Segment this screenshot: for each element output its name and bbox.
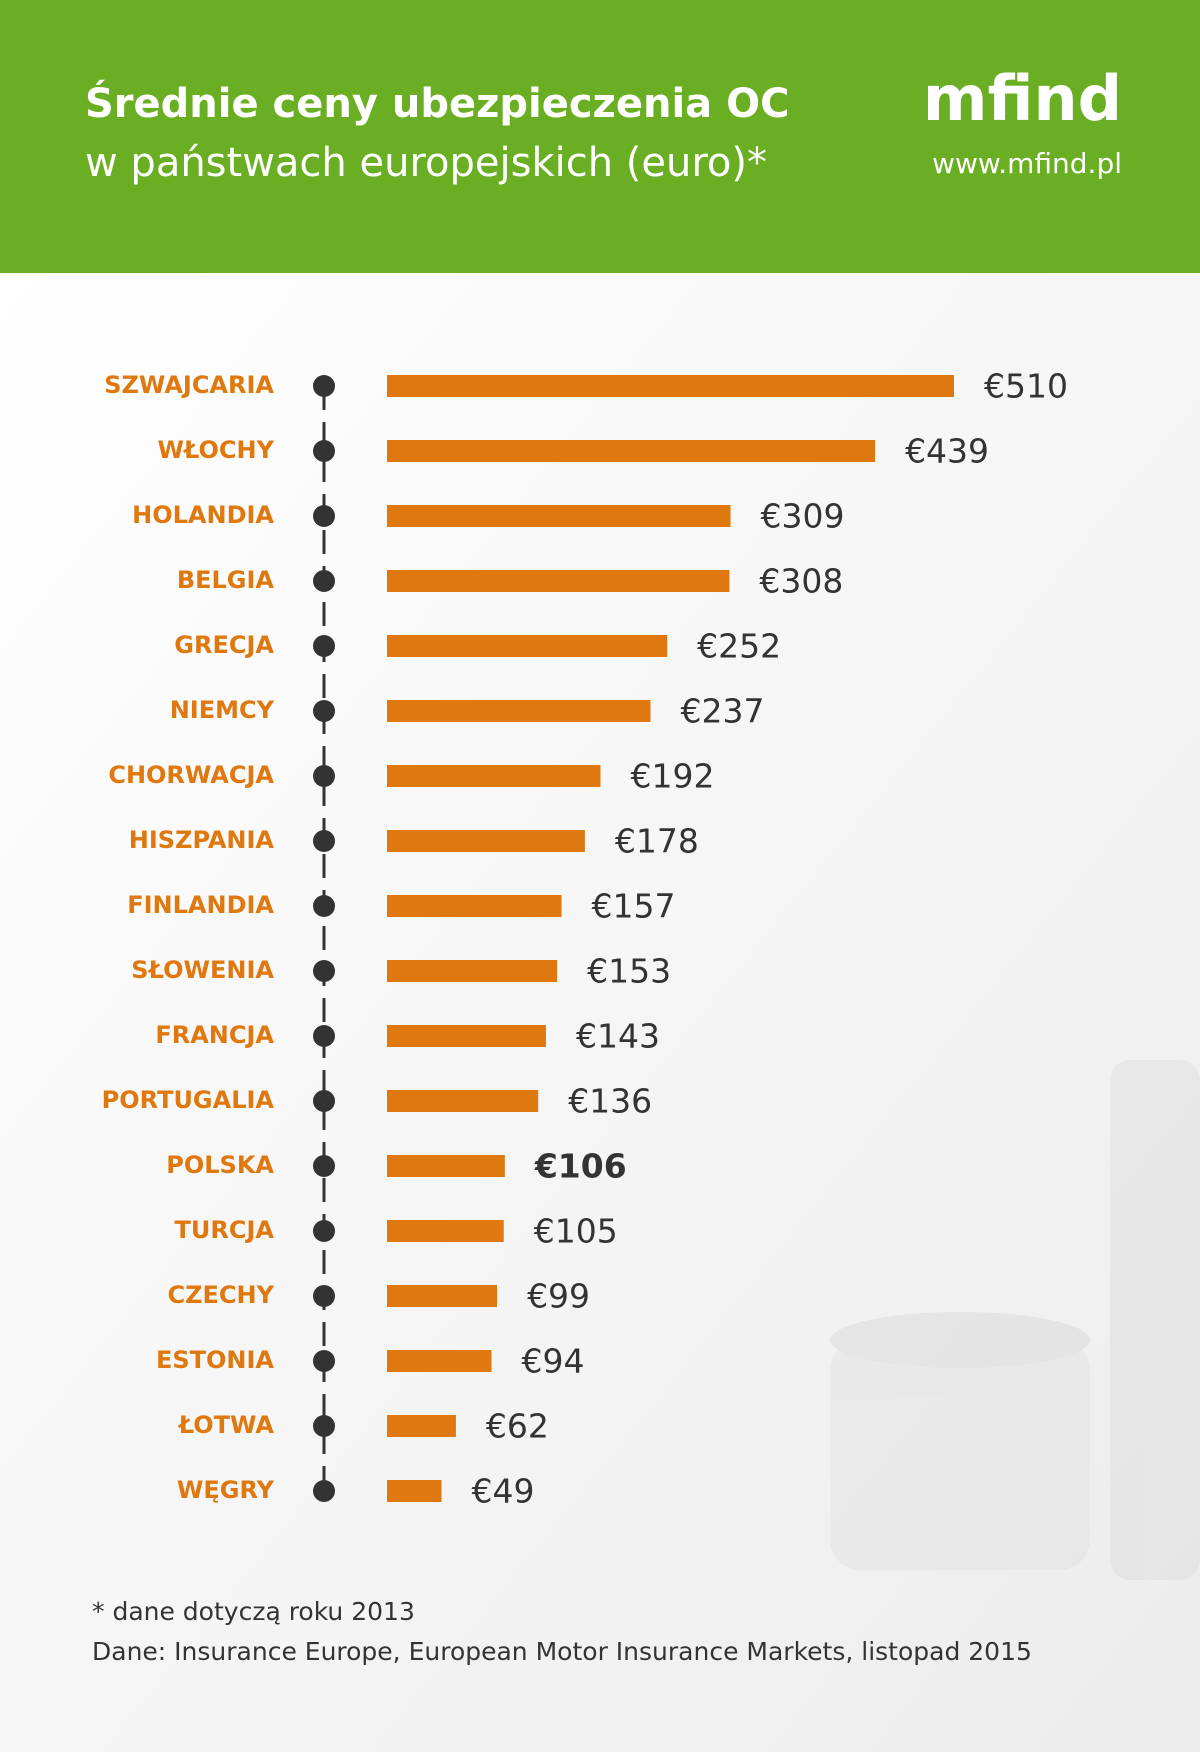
timeline-dot (313, 440, 335, 462)
timeline-dot (313, 765, 335, 787)
category-label: FINLANDIA (127, 891, 274, 919)
bar (387, 505, 731, 527)
bar (387, 1025, 546, 1047)
timeline-dot (313, 1090, 335, 1112)
value-label: €143 (576, 1017, 660, 1056)
bar (387, 700, 651, 722)
value-label: €94 (522, 1342, 585, 1381)
value-label: €237 (680, 692, 764, 731)
value-label: €192 (630, 757, 714, 796)
bar (387, 1155, 505, 1177)
category-label: FRANCJA (155, 1021, 274, 1049)
timeline-dot (313, 1350, 335, 1372)
category-label: GRECJA (174, 631, 274, 659)
timeline-dot (313, 1220, 335, 1242)
bar (387, 1415, 456, 1437)
bar (387, 1285, 498, 1307)
value-label: €178 (615, 822, 699, 861)
timeline-dot (313, 700, 335, 722)
timeline-dot (313, 1480, 335, 1502)
timeline-dot (313, 960, 335, 982)
value-label: €49 (471, 1472, 534, 1511)
value-label: €309 (761, 497, 845, 536)
category-label: POLSKA (166, 1151, 274, 1179)
footnote: * dane dotyczą roku 2013 (92, 1597, 415, 1626)
category-label: CZECHY (168, 1281, 275, 1309)
timeline-dot (313, 895, 335, 917)
category-label: HOLANDIA (132, 501, 274, 529)
timeline-dot (313, 570, 335, 592)
bar (387, 570, 730, 592)
timeline-dot (313, 375, 335, 397)
header (0, 0, 1200, 273)
chart-title: Średnie ceny ubezpieczenia OC (85, 79, 789, 127)
timeline-dot (313, 1285, 335, 1307)
brand-logo: mfind (923, 62, 1122, 135)
bar (387, 1480, 442, 1502)
category-label: CHORWACJA (108, 761, 274, 789)
bar (387, 830, 585, 852)
category-label: WŁOCHY (157, 436, 274, 464)
value-label: €99 (527, 1277, 590, 1316)
brand-url: www.mfind.pl (932, 147, 1122, 180)
bar (387, 635, 668, 657)
bar (387, 1220, 504, 1242)
value-label: €252 (697, 627, 781, 666)
coins-decoration (830, 1060, 1200, 1580)
timeline-dot (313, 505, 335, 527)
category-label: WĘGRY (177, 1476, 275, 1504)
category-label: TURCJA (175, 1216, 275, 1244)
timeline-dot (313, 635, 335, 657)
category-label: SŁOWENIA (131, 956, 274, 984)
category-label: HISZPANIA (129, 826, 275, 854)
bar (387, 375, 954, 397)
value-label: €153 (587, 952, 671, 991)
category-label: ESTONIA (156, 1346, 274, 1374)
source: Dane: Insurance Europe, European Motor I… (92, 1637, 1032, 1666)
value-label: €308 (759, 562, 843, 601)
timeline-dot (313, 1415, 335, 1437)
value-label: €157 (592, 887, 676, 926)
value-label: €62 (486, 1407, 549, 1446)
value-label: €106 (534, 1147, 627, 1186)
value-label: €136 (568, 1082, 652, 1121)
timeline-dot (313, 830, 335, 852)
category-label: BELGIA (177, 566, 275, 594)
value-label: €510 (984, 367, 1068, 406)
category-label: SZWAJCARIA (104, 371, 274, 399)
timeline-dot (313, 1025, 335, 1047)
bar (387, 960, 558, 982)
category-label: NIEMCY (170, 696, 275, 724)
bar (387, 895, 562, 917)
bar (387, 1350, 492, 1372)
bar (387, 765, 601, 787)
bar (387, 1090, 539, 1112)
chart-subtitle: w państwach europejskich (euro)* (85, 140, 767, 186)
category-label: PORTUGALIA (102, 1086, 275, 1114)
category-label: ŁOTWA (177, 1411, 275, 1439)
value-label: €105 (534, 1212, 618, 1251)
bar (387, 440, 876, 462)
timeline-dot (313, 1155, 335, 1177)
value-label: €439 (905, 432, 989, 471)
